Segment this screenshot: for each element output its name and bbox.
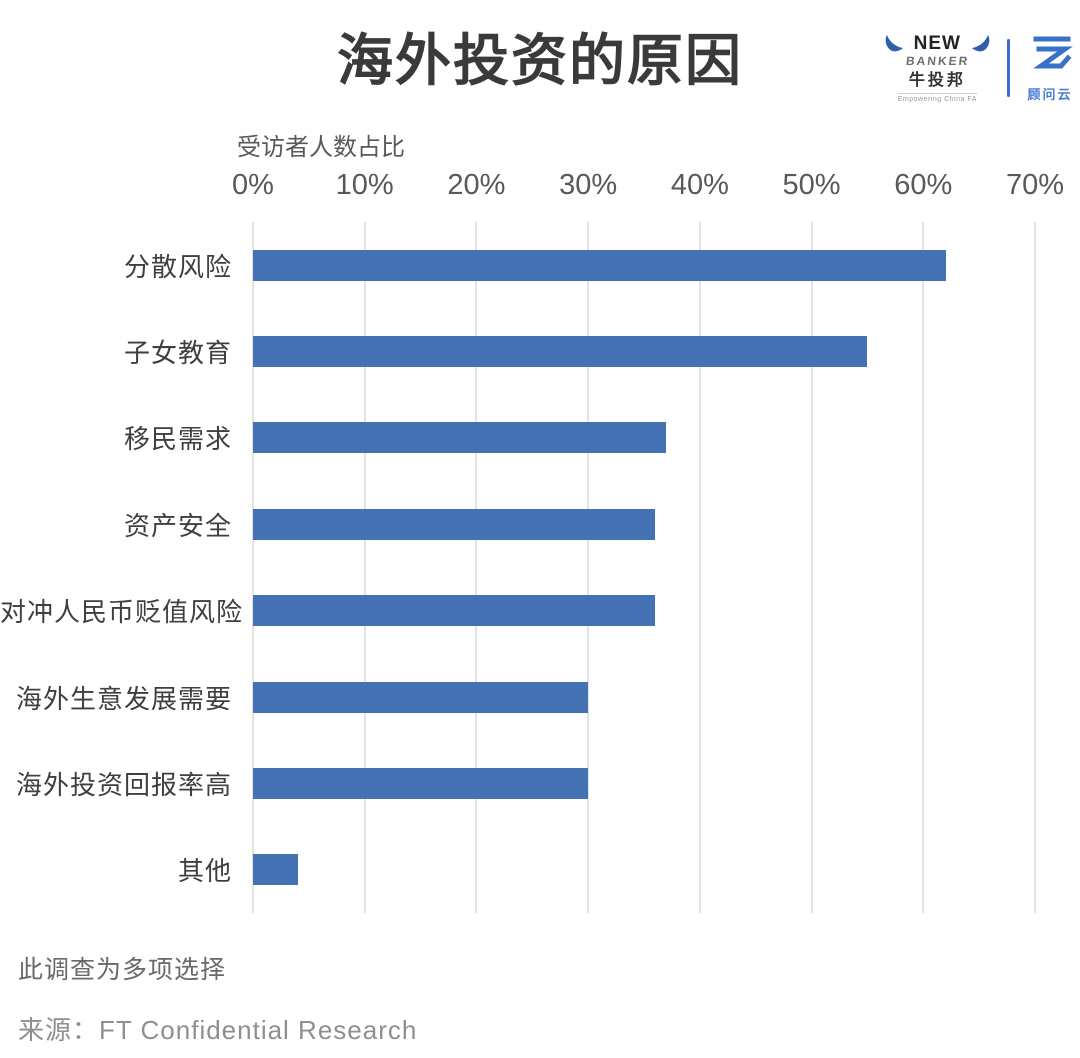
newbanker-line1: NEW [913, 32, 961, 54]
gridline [810, 222, 813, 913]
newbanker-name: 牛投邦 [908, 71, 966, 89]
category-label: 移民需求 [123, 424, 232, 455]
category-label: 海外投资回报率高 [15, 769, 232, 800]
category-label: 其他 [177, 856, 232, 887]
bar [253, 336, 868, 368]
gridline [587, 222, 590, 913]
chart-row: 分散风险 [0, 222, 1035, 308]
gridline [252, 222, 254, 913]
bar [253, 249, 946, 281]
tick-label: 0% [232, 169, 274, 201]
chart-row: 其他 [0, 827, 1035, 913]
newbanker-logo: NEW BANKER 牛投邦 Empowering China FA [884, 34, 991, 103]
logo-divider [1007, 39, 1010, 97]
guwenyun-name: 顾问云 [1027, 86, 1073, 102]
bar-track [253, 249, 1035, 281]
chart-title: 海外投资的原因 [337, 29, 743, 92]
gridline [1034, 222, 1036, 913]
tick-label: 30% [559, 169, 618, 201]
chart-row: 海外投资回报率高 [0, 740, 1035, 826]
chart-row: 对冲人民币贬值风险 [0, 568, 1035, 654]
bar [253, 767, 589, 799]
axis-label: 受访者人数占比 [237, 134, 405, 161]
gridline [698, 222, 701, 913]
bar-track [253, 681, 1035, 713]
bar-track [253, 336, 1035, 368]
gridline [922, 222, 925, 913]
tick-label: 50% [782, 169, 841, 201]
tick-label: 10% [335, 169, 394, 201]
tick-label: 40% [670, 169, 729, 201]
bar [253, 508, 656, 540]
tick-label: 20% [447, 169, 506, 201]
category-label: 子女教育 [123, 338, 232, 369]
category-label: 分散风险 [123, 251, 232, 282]
bar [253, 595, 656, 627]
bar [253, 681, 589, 713]
bar-track [253, 422, 1035, 454]
newbanker-line2: BANKER [904, 53, 970, 68]
bar [253, 854, 298, 886]
chart-row: 移民需求 [0, 395, 1035, 481]
chart-row: 海外生意发展需要 [0, 654, 1035, 740]
x-axis-ticks: 0% 10% 20% 30% 40% 50% 60% 70% [232, 169, 1064, 201]
newbanker-tagline: Empowering China FA [897, 92, 977, 103]
category-label: 资产安全 [123, 510, 232, 541]
category-label: 对冲人民币贬值风险 [0, 597, 244, 628]
bar-rows: 分散风险子女教育移民需求资产安全对冲人民币贬值风险 海外生意发展需要 海外投资回报率… [0, 222, 1035, 913]
brand-logos: NEW BANKER 牛投邦 Empowering China FA 顾问云 [884, 22, 1074, 114]
bar-track [253, 595, 1035, 627]
chart-row: 资产安全 [0, 481, 1035, 567]
survey-note: 此调查为多项选择 [18, 956, 227, 984]
guwenyun-logo: 顾问云 [1026, 34, 1074, 103]
bar [253, 422, 667, 454]
source-note: 来源：FT Confidential Research [18, 1015, 418, 1045]
gridline [475, 222, 478, 913]
tick-label: 70% [1005, 169, 1065, 201]
gridlines [252, 222, 1036, 913]
tick-label: 60% [894, 169, 953, 201]
bull-horn-left-icon [884, 34, 904, 60]
bar-track [253, 508, 1035, 540]
bar-track [253, 854, 1035, 886]
bull-horn-right-icon [971, 34, 991, 60]
category-label: 海外生意发展需要 [15, 683, 232, 714]
chart-row: 子女教育 [0, 308, 1035, 394]
cloud-icon [1026, 34, 1074, 79]
gridline [363, 222, 366, 913]
bar-track [253, 767, 1035, 799]
